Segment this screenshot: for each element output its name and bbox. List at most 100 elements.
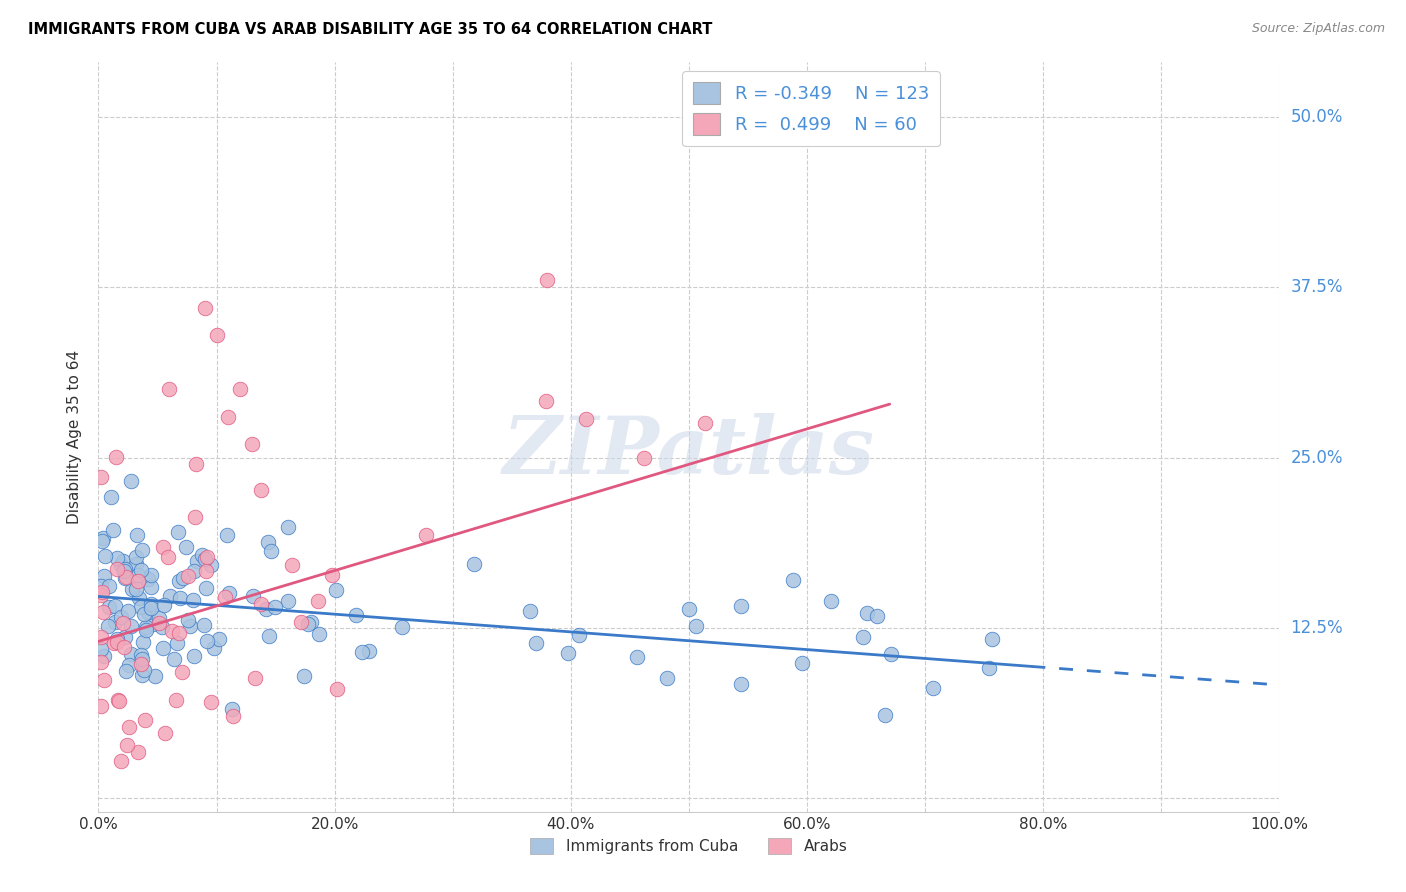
Text: 37.5%: 37.5% — [1291, 278, 1343, 296]
Point — [344, 607, 367, 622]
Point — [150, 620, 173, 634]
Legend: Immigrants from Cuba, Arabs: Immigrants from Cuba, Arabs — [524, 832, 853, 860]
Point — [135, 623, 157, 637]
Point — [136, 605, 159, 619]
Point — [568, 628, 591, 642]
Point — [260, 544, 283, 558]
Point — [153, 726, 176, 740]
Point — [277, 520, 299, 534]
Point — [131, 652, 153, 666]
Point — [217, 409, 239, 424]
Point — [112, 564, 135, 578]
Point — [101, 523, 124, 537]
Point — [105, 450, 128, 464]
Point — [142, 616, 165, 631]
Point — [217, 528, 239, 542]
Point — [128, 591, 150, 605]
Point — [125, 557, 148, 571]
Point — [782, 573, 804, 587]
Point — [242, 590, 264, 604]
Point — [162, 624, 184, 639]
Point — [127, 568, 149, 582]
Point — [115, 738, 138, 752]
Point — [184, 458, 207, 472]
Point — [730, 599, 752, 613]
Point — [183, 592, 205, 607]
Point — [97, 579, 120, 593]
Point — [131, 668, 153, 682]
Point — [222, 708, 245, 723]
Point — [519, 604, 541, 618]
Point — [290, 615, 312, 629]
Point — [172, 572, 194, 586]
Point — [120, 647, 142, 661]
Point — [148, 616, 170, 631]
Point — [131, 543, 153, 558]
Text: 25.0%: 25.0% — [1291, 449, 1343, 467]
Point — [176, 568, 198, 582]
Point — [90, 656, 112, 670]
Point — [633, 450, 655, 465]
Point — [166, 636, 188, 650]
Point — [281, 558, 304, 572]
Point — [174, 540, 197, 554]
Point — [221, 701, 243, 715]
Point — [103, 636, 125, 650]
Point — [105, 635, 128, 649]
Point — [357, 643, 380, 657]
Point — [245, 671, 267, 685]
Point — [127, 528, 149, 542]
Point — [297, 616, 319, 631]
Point — [536, 273, 558, 287]
Point — [195, 633, 218, 648]
Point — [820, 594, 842, 608]
Point — [177, 613, 200, 627]
Point — [922, 681, 945, 695]
Point — [218, 585, 240, 599]
Point — [91, 531, 114, 545]
Point — [125, 582, 148, 596]
Point — [129, 648, 152, 662]
Point — [132, 663, 155, 677]
Point — [152, 541, 174, 555]
Point — [111, 553, 134, 567]
Point — [100, 490, 122, 504]
Point — [129, 657, 152, 671]
Point — [97, 619, 120, 633]
Point — [139, 568, 162, 582]
Point — [200, 696, 222, 710]
Point — [115, 664, 138, 678]
Point — [91, 585, 114, 599]
Point — [108, 693, 131, 707]
Point — [90, 698, 112, 713]
Point — [254, 602, 277, 616]
Point — [321, 568, 343, 582]
Point — [120, 474, 142, 488]
Point — [655, 671, 678, 685]
Point — [193, 617, 215, 632]
Point — [94, 549, 117, 563]
Point — [194, 551, 217, 566]
Point — [139, 598, 162, 612]
Point — [350, 645, 373, 659]
Point — [415, 528, 437, 542]
Point — [90, 588, 112, 602]
Point — [93, 649, 115, 664]
Point — [277, 594, 299, 608]
Point — [114, 571, 136, 585]
Point — [129, 600, 152, 615]
Point — [159, 589, 181, 603]
Text: 12.5%: 12.5% — [1291, 619, 1343, 637]
Point — [163, 651, 186, 665]
Point — [626, 650, 648, 665]
Point — [873, 708, 896, 723]
Point — [105, 550, 128, 565]
Point — [866, 609, 889, 624]
Point — [90, 470, 112, 484]
Point — [308, 627, 330, 641]
Point — [91, 605, 114, 619]
Y-axis label: Disability Age 35 to 64: Disability Age 35 to 64 — [67, 350, 83, 524]
Point — [214, 590, 236, 604]
Point — [191, 548, 214, 562]
Point — [229, 383, 252, 397]
